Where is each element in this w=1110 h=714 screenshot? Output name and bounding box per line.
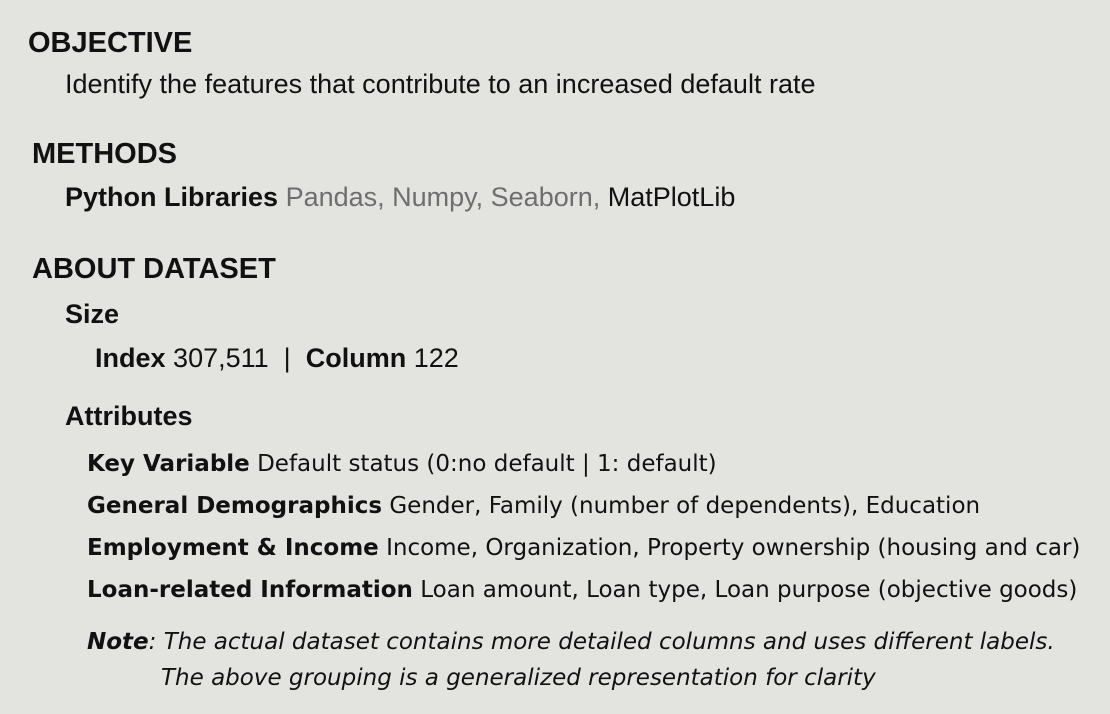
attribute-label: Employment & Income — [87, 535, 379, 561]
attribute-item: General Demographics Gender, Family (num… — [87, 493, 980, 519]
objective-text: Identify the features that contribute to… — [65, 69, 816, 99]
attribute-text: Loan amount, Loan type, Loan purpose (ob… — [420, 577, 1078, 603]
libraries-gray: Pandas, Numpy, Seaborn, — [285, 182, 601, 212]
attribute-text: Gender, Family (number of dependents), E… — [389, 493, 981, 519]
size-heading: Size — [65, 299, 120, 329]
column-value: 122 — [413, 343, 459, 373]
column-label: Column — [305, 343, 407, 373]
note-line-1: Note: The actual dataset contains more d… — [87, 629, 1055, 655]
python-libraries-label: Python Libraries — [65, 182, 279, 212]
note-label: Note — [87, 629, 149, 655]
methods-heading: METHODS — [32, 138, 177, 170]
attribute-text: Default status (0:no default | 1: defaul… — [257, 451, 717, 477]
attribute-label: Loan-related Information — [87, 577, 413, 603]
attribute-item: Key Variable Default status (0:no defaul… — [87, 451, 717, 477]
note-line-2: The above grouping is a generalized repr… — [161, 665, 876, 691]
attribute-item: Employment & Income Income, Organization… — [87, 535, 1080, 561]
size-line: Index 307,511 | Column 122 — [95, 343, 459, 374]
attribute-label: Key Variable — [87, 451, 250, 477]
libraries-black: MatPlotLib — [607, 182, 736, 212]
index-value: 307,511 — [173, 343, 269, 373]
dataset-heading: ABOUT DATASET — [32, 253, 276, 285]
size-separator: | — [283, 343, 291, 373]
index-label: Index — [95, 343, 166, 373]
attributes-heading: Attributes — [65, 401, 193, 431]
note-text-1: : The actual dataset contains more detai… — [148, 629, 1055, 655]
attribute-label: General Demographics — [87, 493, 383, 519]
objective-heading: OBJECTIVE — [28, 27, 193, 59]
attribute-item: Loan-related Information Loan amount, Lo… — [87, 577, 1077, 603]
methods-line: Python Libraries Pandas, Numpy, Seaborn,… — [65, 182, 735, 213]
attribute-text: Income, Organization, Property ownership… — [386, 535, 1081, 561]
